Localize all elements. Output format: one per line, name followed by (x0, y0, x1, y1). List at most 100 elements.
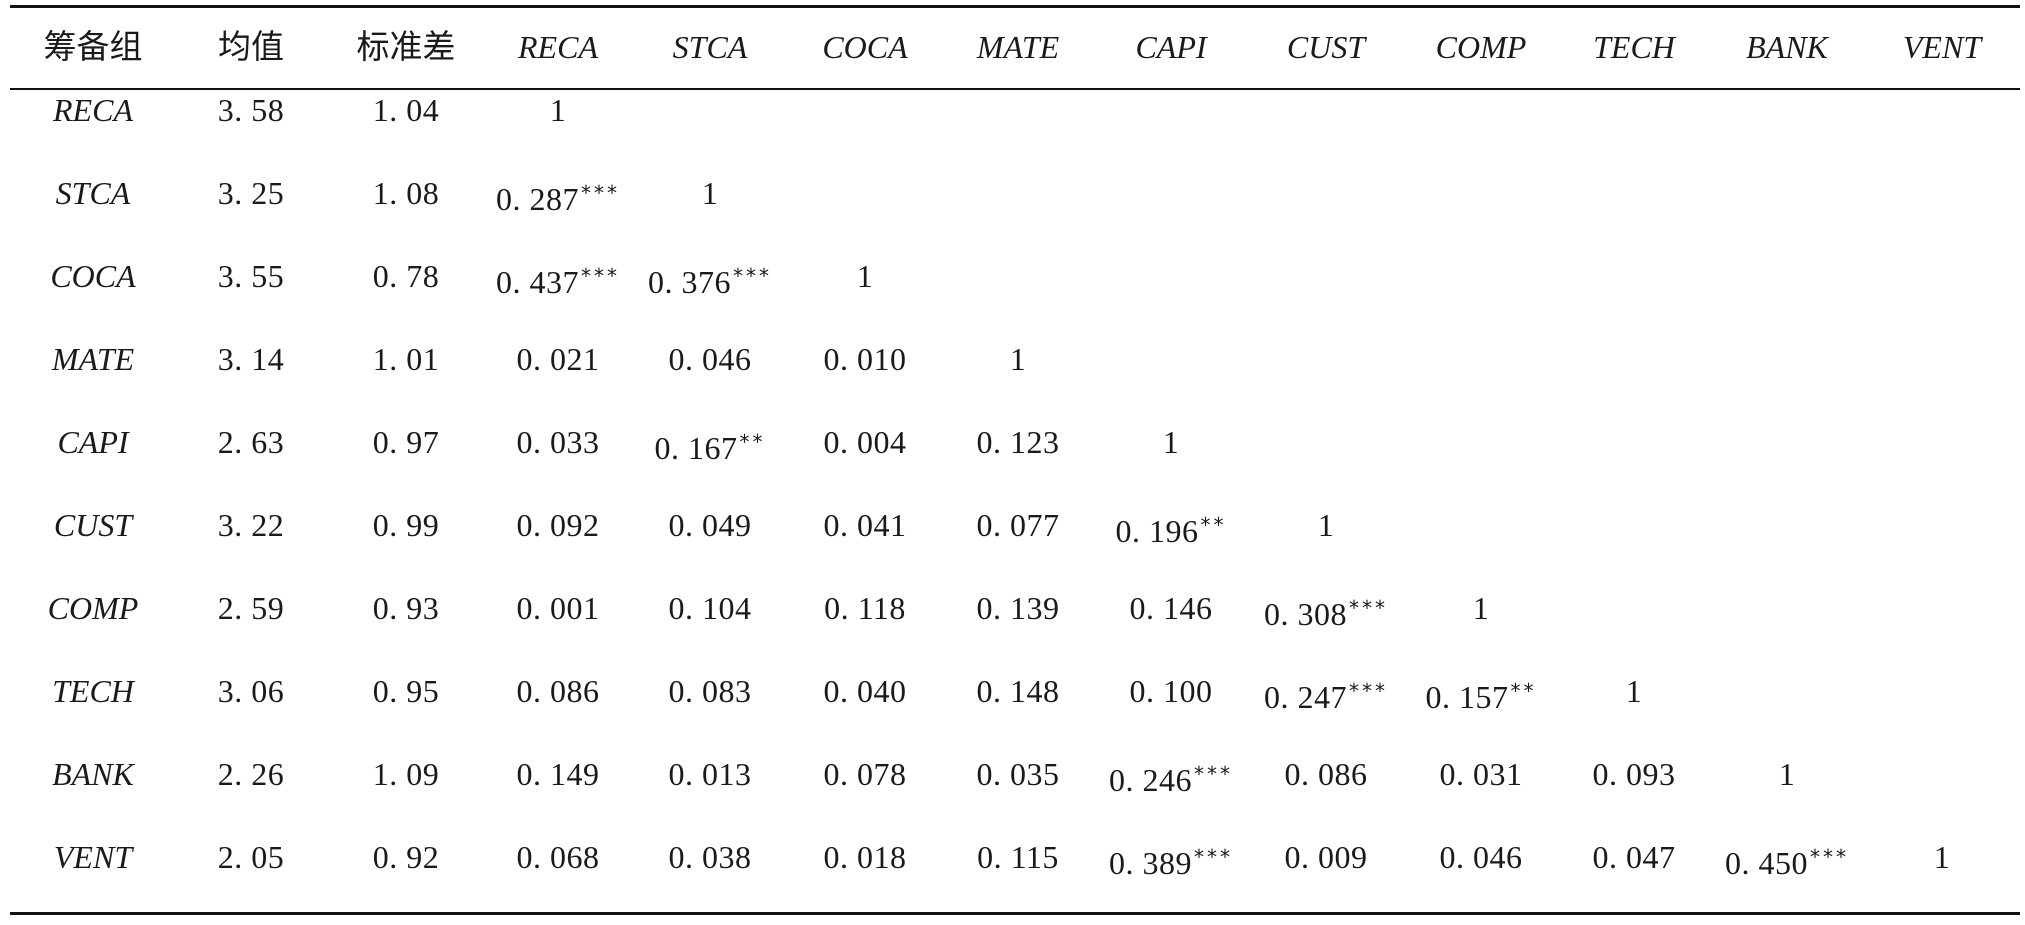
correlation-cell: 0. 247 *** (1249, 671, 1403, 717)
correlation-value: 0. 196 (1115, 513, 1199, 549)
mean-value: 3. 58 (217, 92, 285, 128)
sd-value: 1. 08 (372, 175, 440, 211)
correlation-value: 0. 046 (668, 341, 752, 377)
significance-stars: ** (1200, 513, 1227, 537)
mean-value: 2. 63 (217, 424, 285, 460)
correlation-value: 1 (1472, 590, 1490, 626)
correlation-cell: 0. 068 (481, 837, 635, 877)
correlation-cell: 1 (1557, 671, 1711, 711)
correlation-cell: 1 (1094, 422, 1248, 462)
column-header: 筹备组 (43, 27, 143, 66)
row-label: COCA (50, 258, 136, 294)
row-label: CUST (53, 507, 133, 543)
mean-value: 2. 26 (217, 756, 285, 792)
correlation-value: 0. 389 (1109, 845, 1192, 881)
correlation-value: 1 (701, 175, 719, 211)
correlation-value: 0. 246 (1109, 762, 1192, 798)
sd-value: 1. 01 (372, 341, 440, 377)
correlation-cell: 0. 004 (788, 422, 942, 462)
correlation-cell: 0. 038 (633, 837, 787, 877)
sd-value: 0. 97 (372, 424, 440, 460)
correlation-cell: 0. 167 ** (633, 422, 787, 468)
correlation-cell: 0. 078 (788, 754, 942, 794)
column-header: 均值 (218, 27, 284, 66)
mean-value: 3. 14 (217, 341, 285, 377)
row-label: TECH (52, 673, 134, 709)
correlation-value: 0. 040 (823, 673, 907, 709)
correlation-value: 0. 046 (1439, 839, 1523, 875)
column-header: VENT (1902, 29, 1982, 65)
correlation-cell: 0. 033 (481, 422, 635, 462)
correlation-value: 1 (1625, 673, 1643, 709)
correlation-value: 0. 157 (1425, 679, 1509, 715)
correlation-value: 0. 068 (516, 839, 600, 875)
column-header: 标准差 (356, 27, 456, 66)
significance-stars: *** (581, 181, 620, 205)
correlation-cell: 1 (941, 339, 1095, 379)
correlation-cell: 0. 018 (788, 837, 942, 877)
column-header: BANK (1746, 29, 1828, 65)
correlation-value: 0. 010 (823, 341, 907, 377)
sd-value: 0. 92 (372, 839, 440, 875)
column-header: STCA (672, 29, 748, 65)
correlation-cell: 0. 040 (788, 671, 942, 711)
mean-value: 2. 05 (217, 839, 285, 875)
sd-value: 1. 09 (372, 756, 440, 792)
correlation-cell: 1 (1865, 837, 2019, 877)
correlation-cell: 0. 086 (1249, 754, 1403, 794)
correlation-value: 0. 035 (976, 756, 1060, 792)
correlation-cell: 0. 046 (1404, 837, 1558, 877)
correlation-value: 1 (1009, 341, 1027, 377)
correlation-value: 0. 376 (648, 264, 731, 300)
correlation-value: 0. 123 (976, 424, 1060, 460)
row-label: COMP (47, 590, 139, 626)
correlation-value: 0. 021 (516, 341, 600, 377)
table-top-rule (10, 5, 2020, 8)
correlation-cell: 0. 450 *** (1710, 837, 1864, 883)
column-header: CUST (1286, 29, 1366, 65)
significance-stars: *** (1194, 762, 1233, 786)
correlation-cell: 0. 246 *** (1094, 754, 1248, 800)
column-header: CAPI (1135, 29, 1207, 65)
correlation-cell: 0. 308 *** (1249, 588, 1403, 634)
correlation-cell: 1 (1404, 588, 1558, 628)
sd-value: 0. 95 (372, 673, 440, 709)
correlation-value: 0. 247 (1264, 679, 1347, 715)
correlation-cell: 0. 376 *** (633, 256, 787, 302)
correlation-cell: 0. 115 (941, 837, 1095, 877)
correlation-cell: 0. 196 ** (1094, 505, 1248, 551)
correlation-cell: 0. 389 *** (1094, 837, 1248, 883)
significance-stars: *** (1349, 596, 1388, 620)
correlation-value: 1 (1778, 756, 1796, 792)
correlation-cell: 0. 041 (788, 505, 942, 545)
correlation-cell: 0. 092 (481, 505, 635, 545)
correlation-value: 0. 115 (977, 839, 1059, 875)
correlation-value: 0. 092 (516, 507, 600, 543)
correlation-value: 0. 001 (516, 590, 600, 626)
significance-stars: *** (1349, 679, 1388, 703)
correlation-cell: 1 (788, 256, 942, 296)
sd-value: 0. 99 (372, 507, 440, 543)
correlation-value: 0. 100 (1129, 673, 1213, 709)
correlation-cell: 0. 013 (633, 754, 787, 794)
correlation-cell: 1 (633, 173, 787, 213)
correlation-value: 1 (856, 258, 874, 294)
correlation-value: 0. 104 (668, 590, 752, 626)
correlation-cell: 0. 001 (481, 588, 635, 628)
correlation-cell: 0. 047 (1557, 837, 1711, 877)
correlation-cell: 1 (481, 90, 635, 130)
correlation-value: 0. 033 (516, 424, 600, 460)
correlation-value: 1 (1933, 839, 1951, 875)
column-header: RECA (518, 29, 598, 65)
correlation-cell: 0. 100 (1094, 671, 1248, 711)
correlation-value: 0. 004 (823, 424, 907, 460)
row-label: RECA (53, 92, 133, 128)
correlation-value: 0. 031 (1439, 756, 1523, 792)
correlation-cell: 0. 077 (941, 505, 1095, 545)
significance-stars: *** (733, 264, 772, 288)
correlation-cell: 0. 046 (633, 339, 787, 379)
correlation-value: 0. 139 (976, 590, 1060, 626)
correlation-value: 0. 086 (1284, 756, 1368, 792)
correlation-value: 0. 038 (668, 839, 752, 875)
correlation-value: 0. 287 (496, 181, 579, 217)
